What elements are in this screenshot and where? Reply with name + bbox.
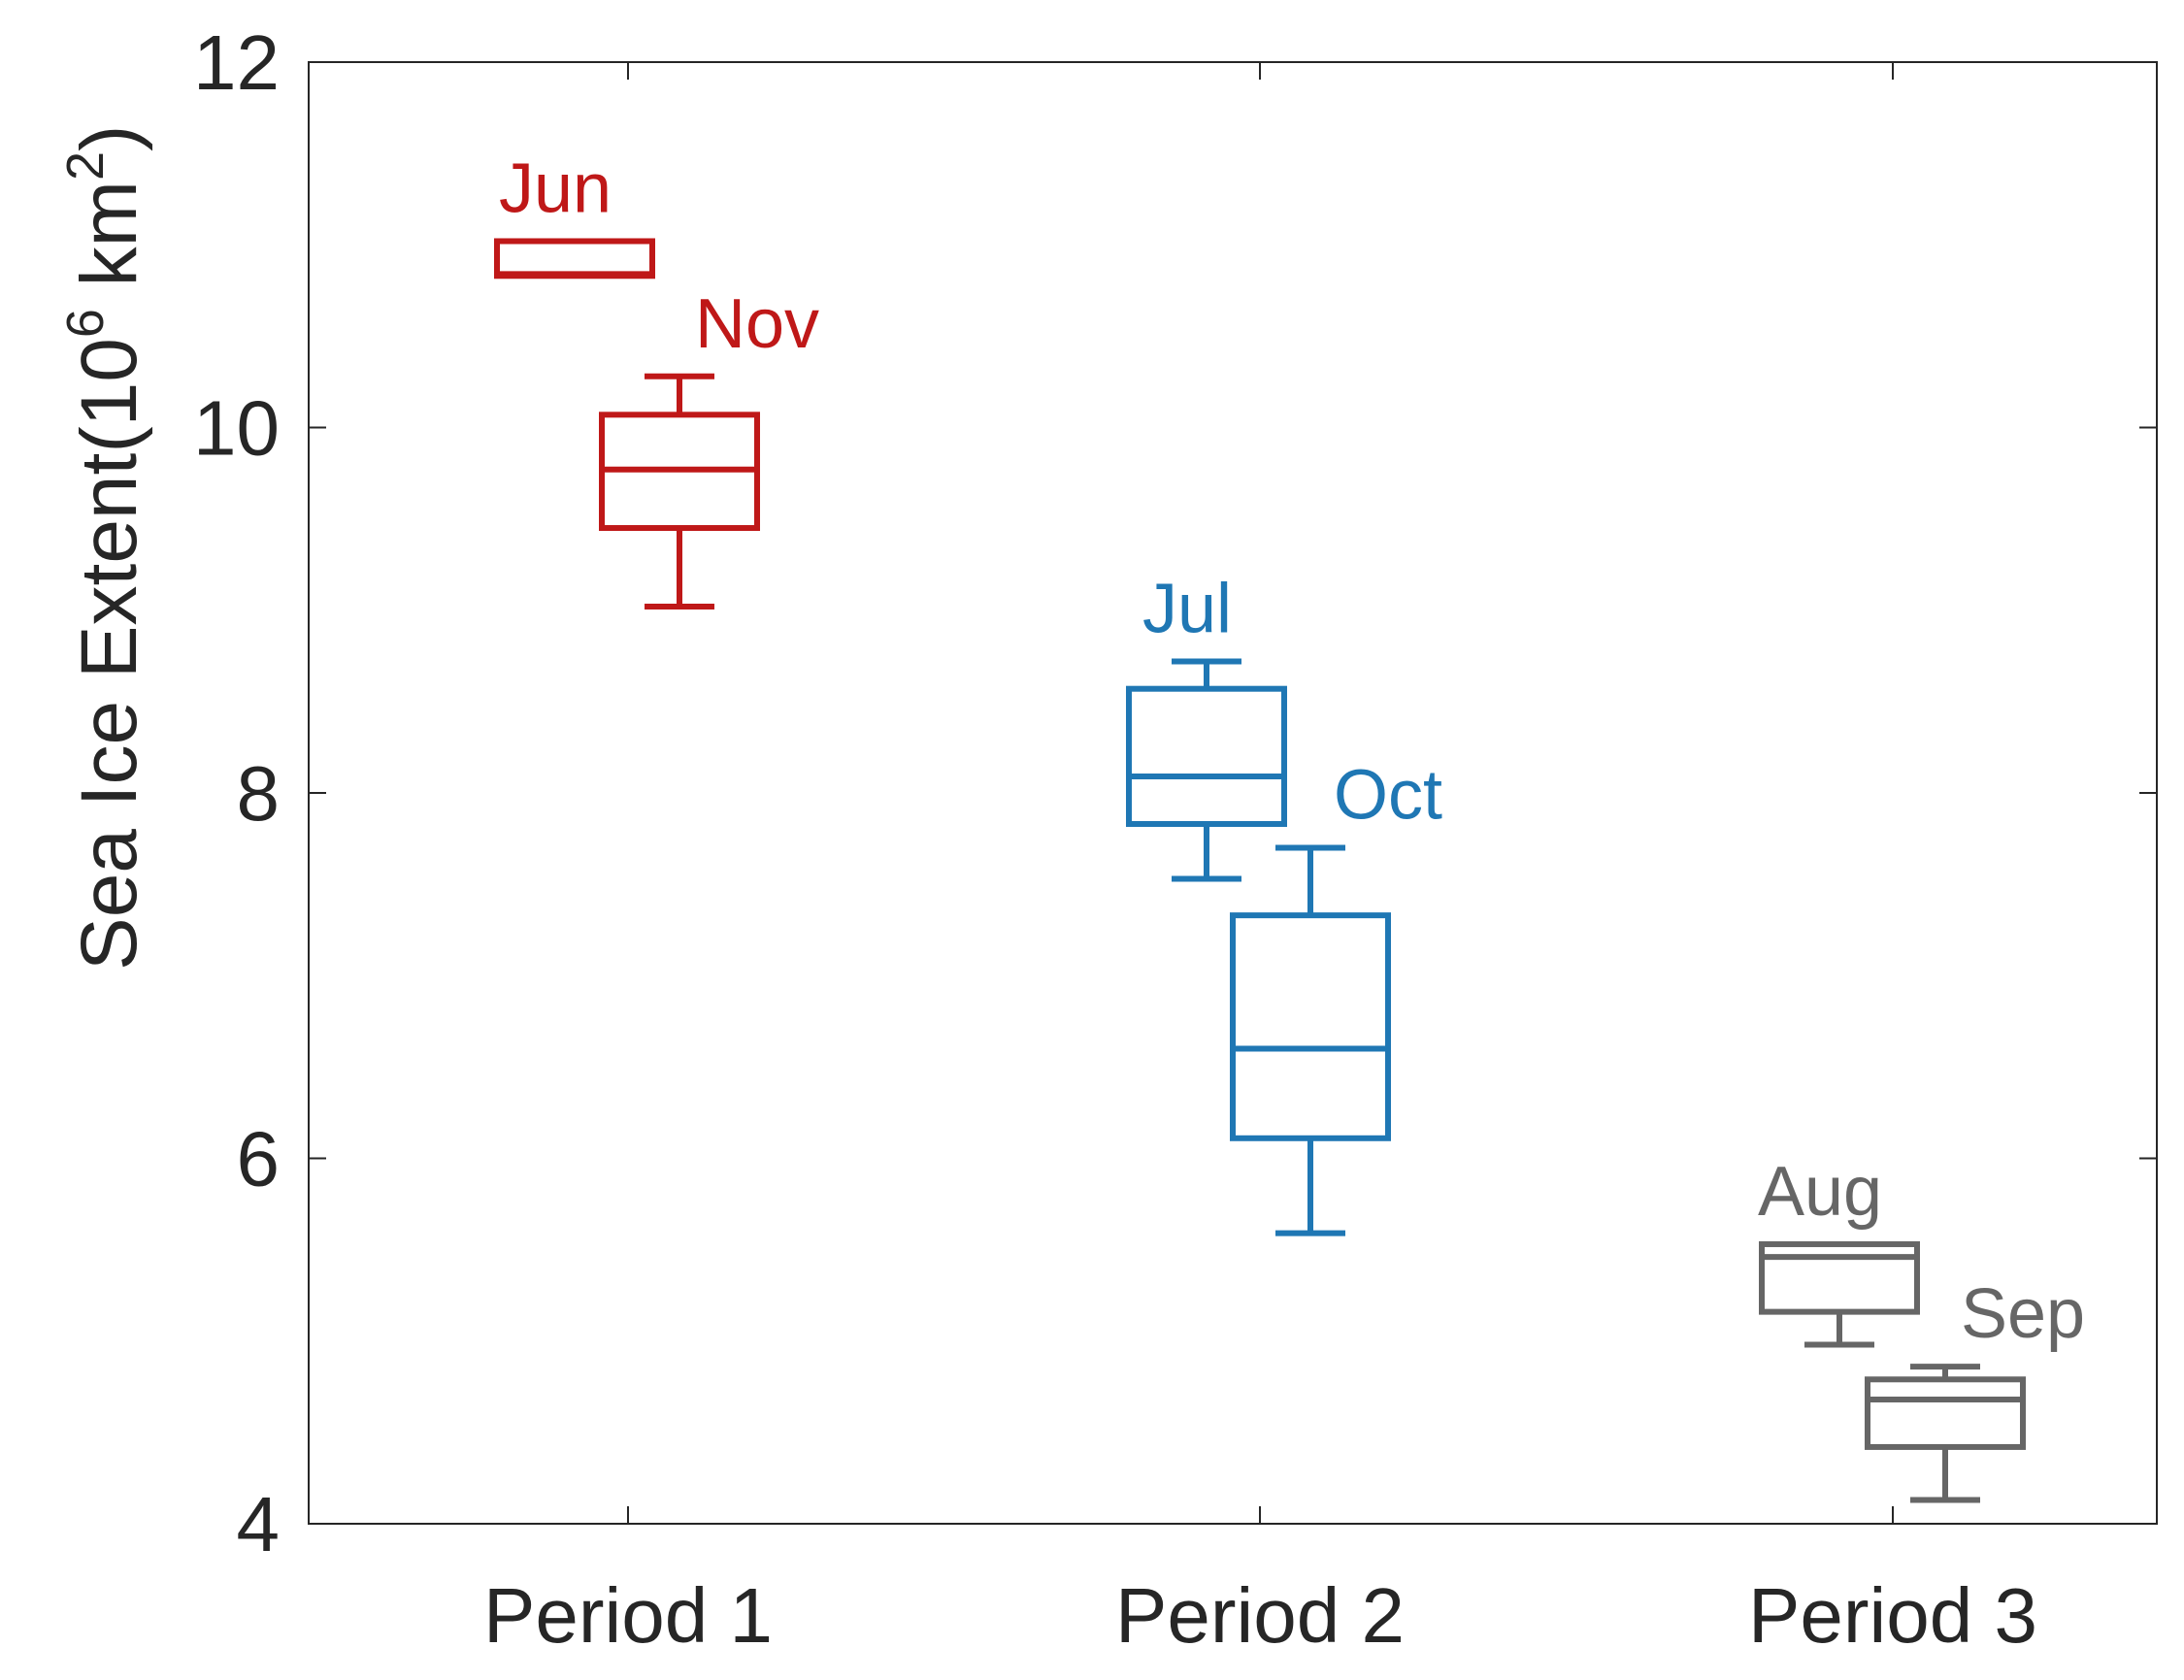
box-jun: Jun — [494, 149, 655, 280]
y-tick-label: 6 — [237, 1116, 281, 1202]
x-tick-label: Period 1 — [483, 1572, 773, 1659]
y-axis-title: Sea Ice Extent(106 km2) — [56, 125, 153, 971]
x-axis: Period 1 Period 2 Period 3 — [483, 62, 2037, 1659]
y-tick-label: 12 — [193, 19, 280, 106]
box-iqr — [1126, 685, 1287, 828]
box-sep: Sep — [1865, 1275, 2085, 1503]
y-tick-label: 4 — [237, 1481, 281, 1567]
y-axis: 4 6 8 10 12 — [193, 19, 2157, 1567]
box-iqr — [1865, 1376, 2026, 1450]
box-aug: Aug — [1758, 1153, 1920, 1348]
box-nov: Nov — [599, 285, 819, 609]
box-series: Jun Nov Jul Oct Aug Sep — [494, 149, 2085, 1503]
x-tick-label: Period 2 — [1115, 1572, 1405, 1659]
box-iqr — [1759, 1240, 1920, 1315]
x-tick-label: Period 3 — [1748, 1572, 2037, 1659]
box-label-oct: Oct — [1334, 756, 1442, 834]
plot-border — [308, 61, 2158, 1525]
box-iqr — [494, 238, 655, 280]
box-label-nov: Nov — [695, 285, 819, 363]
box-label-aug: Aug — [1758, 1153, 1882, 1231]
plot-frame — [308, 61, 2158, 1525]
y-tick-label: 8 — [237, 750, 281, 837]
y-tick-label: 10 — [193, 385, 280, 472]
box-iqr — [1230, 912, 1391, 1141]
box-label-jun: Jun — [499, 149, 612, 227]
box-label-jul: Jul — [1142, 570, 1232, 647]
box-oct: Oct — [1230, 756, 1442, 1236]
box-jul: Jul — [1126, 570, 1287, 882]
box-label-sep: Sep — [1961, 1275, 2085, 1353]
